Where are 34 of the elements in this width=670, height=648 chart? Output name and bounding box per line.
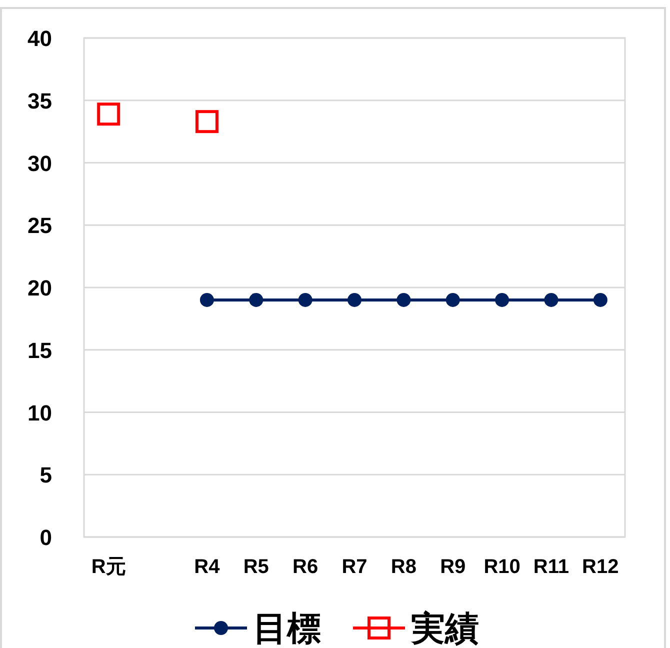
point — [348, 292, 362, 307]
x-tick-label: R9 — [440, 556, 466, 578]
x-tick-label: R7 — [342, 556, 368, 578]
y-tick-label: 40 — [28, 26, 52, 51]
point — [544, 292, 558, 307]
y-tick-label: 15 — [28, 338, 52, 363]
point — [249, 292, 264, 307]
x-tick-label: R元 — [91, 556, 126, 578]
legend: 目標 — [195, 610, 321, 648]
y-tick-label: 10 — [28, 400, 52, 426]
legend: 実績 — [353, 610, 479, 648]
point — [495, 292, 510, 307]
x-tick-label: R4 — [194, 556, 221, 578]
point — [593, 292, 608, 307]
point — [446, 292, 460, 307]
y-tick-label: 20 — [28, 276, 52, 300]
y-tick-label: 5 — [40, 462, 52, 488]
legend-label: 実績 — [410, 610, 479, 648]
point — [396, 292, 411, 307]
x-tick-label: R12 — [582, 556, 619, 578]
x-tick-label: R11 — [533, 556, 570, 578]
y-tick-label: 30 — [28, 150, 52, 176]
x-tick-label: R8 — [390, 556, 416, 578]
x-tick-label: R5 — [243, 556, 269, 578]
point — [195, 110, 218, 134]
y-tick-label: 0 — [40, 525, 52, 550]
y-tick-label: 25 — [28, 213, 52, 238]
y-tick-label: 35 — [28, 88, 52, 114]
x-tick-label: R6 — [292, 556, 318, 578]
x-tick-label: R10 — [484, 556, 520, 578]
point — [97, 102, 120, 126]
point — [200, 292, 214, 307]
point — [298, 292, 312, 307]
legend-label: 目標 — [253, 610, 321, 648]
